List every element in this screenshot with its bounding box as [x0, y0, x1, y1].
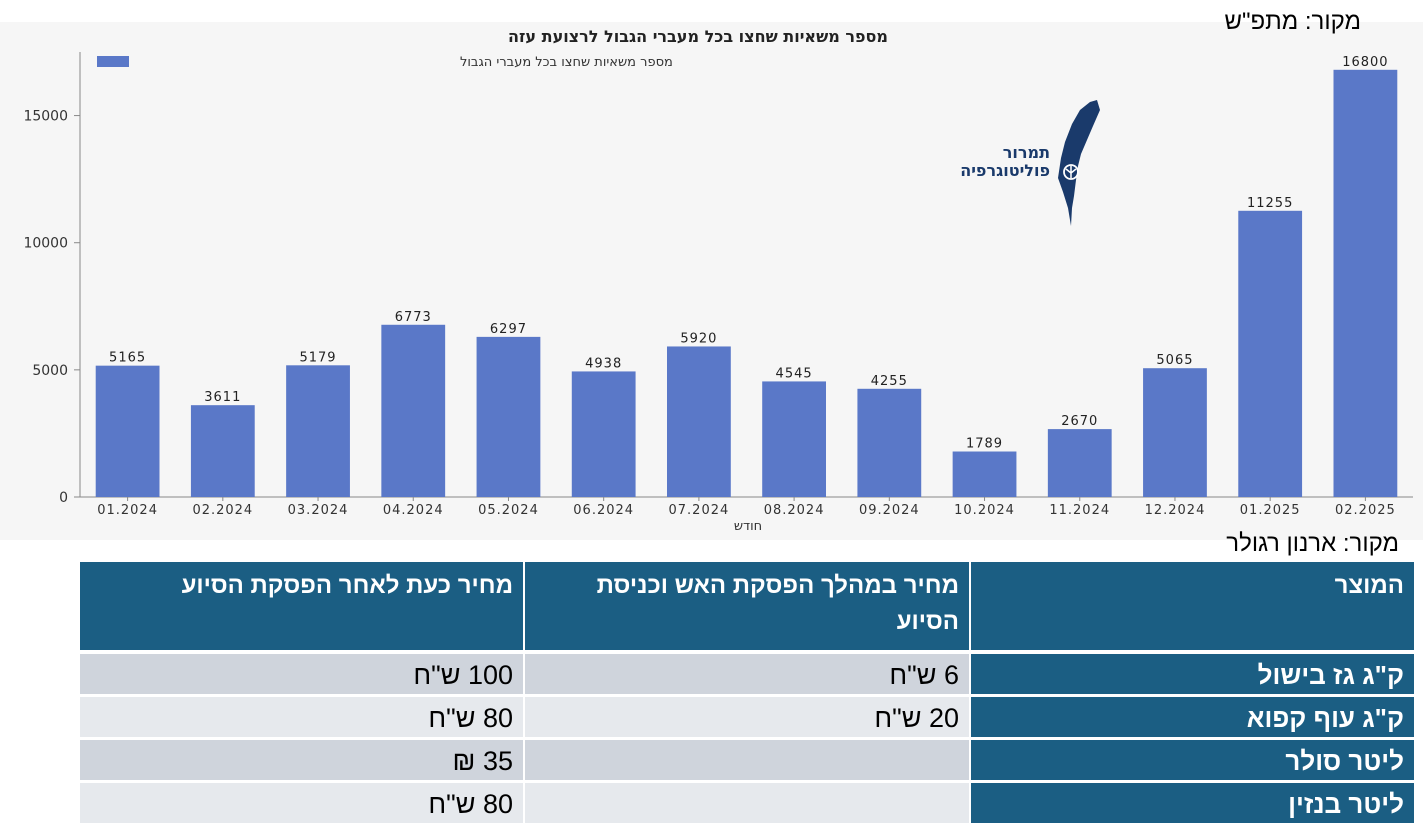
cell-price-during: [523, 783, 969, 826]
cell-price-now: 35 ₪: [78, 740, 523, 783]
bars: 5165 3611 5179 6773 6297 4938 5920 4545 4255 1789…: [95, 55, 1398, 498]
logo-text: תמרור פוליטוגרפיה: [960, 144, 1050, 180]
bar: [857, 388, 922, 497]
table-header-row: המוצר מחיר במהלך הפסקת האש וכניסת הסיוע …: [78, 562, 1414, 654]
bar: [1143, 368, 1207, 497]
header-price-during: מחיר במהלך הפסקת האש וכניסת הסיוע: [523, 562, 969, 654]
x-tick-label: 04.2024: [383, 503, 444, 518]
x-tick-label: 03.2024: [288, 503, 349, 518]
bar: [381, 324, 446, 497]
data-label: 11255: [1247, 196, 1293, 211]
bar: [190, 405, 255, 497]
cell-product: ליטר סולר: [969, 740, 1414, 783]
cell-price-now: 100 ש"ח: [78, 654, 523, 697]
x-tick-label: 12.2024: [1145, 503, 1206, 518]
bar: [1047, 429, 1112, 497]
data-label: 5065: [1156, 353, 1193, 368]
bar: [286, 365, 350, 497]
cell-price-during: 20 ש"ח: [523, 697, 969, 740]
bar: [666, 346, 731, 497]
data-label: 5179: [299, 350, 336, 365]
bar: [95, 365, 160, 497]
data-label: 3611: [204, 390, 241, 405]
logo-text-line2: פוליטוגרפיה: [960, 161, 1050, 180]
source-label-top: מקור: מתפ"ש: [1224, 8, 1361, 35]
legend: מספר משאיות שחצו בכל מעברי הגבול: [97, 55, 673, 70]
bar-chart: מספר משאיות שחצו בכל מעברי הגבול לרצועת …: [23, 27, 1413, 534]
cell-price-now: 80 ש"ח: [78, 697, 523, 740]
data-label: 5165: [109, 351, 146, 366]
logo-text-line1: תמרור: [1002, 143, 1050, 162]
bar: [762, 381, 827, 497]
axes: 0 5000 10000 15000 01.2024 02.2024 03.2024 04.2…: [23, 52, 1413, 518]
legend-label: מספר משאיות שחצו בכל מעברי הגבול: [460, 55, 673, 70]
cell-product: ק"ג גז בישול: [969, 654, 1414, 697]
data-label: 1789: [966, 437, 1003, 452]
x-tick-label: 06.2024: [573, 503, 634, 518]
legend-swatch: [97, 56, 129, 67]
table-row: ליטר בנזין 80 ש"ח: [78, 783, 1414, 826]
cell-price-during: [523, 740, 969, 783]
chart-title: מספר משאיות שחצו בכל מעברי הגבול לרצועת …: [508, 27, 888, 46]
data-label: 4255: [871, 374, 908, 389]
bar: [571, 371, 636, 497]
logo: תמרור פוליטוגרפיה: [950, 96, 1110, 236]
x-axis-label: חודש: [734, 519, 762, 534]
header-price-now: מחיר כעת לאחר הפסקת הסיוע: [78, 562, 523, 654]
bar: [1333, 69, 1398, 498]
x-tick-label: 01.2025: [1240, 503, 1301, 518]
israel-map-icon: [1058, 100, 1100, 226]
x-tick-label: 11.2024: [1049, 503, 1110, 518]
x-tick-label: 07.2024: [669, 503, 730, 518]
source-label-bottom: מקור: ארנון רגולר: [1226, 530, 1399, 557]
x-tick-label: 08.2024: [764, 503, 825, 518]
x-tick-label: 02.2025: [1335, 503, 1396, 518]
x-tick-label: 05.2024: [478, 503, 539, 518]
bar: [1238, 210, 1303, 497]
data-label: 4545: [776, 366, 813, 381]
data-label: 2670: [1061, 414, 1098, 429]
table-row: ק"ג גז בישול 6 ש"ח 100 ש"ח: [78, 654, 1414, 697]
y-tick-label: 15000: [23, 109, 68, 125]
cell-product: ליטר בנזין: [969, 783, 1414, 826]
y-tick-label: 10000: [23, 236, 68, 252]
data-label: 5920: [680, 331, 717, 346]
x-tick-label: 01.2024: [97, 503, 158, 518]
y-tick-label: 0: [59, 490, 68, 506]
x-tick-label: 10.2024: [954, 503, 1015, 518]
data-label: 6773: [395, 310, 432, 325]
bar: [476, 336, 541, 497]
cell-product: ק"ג עוף קפוא: [969, 697, 1414, 740]
data-label: 16800: [1342, 55, 1388, 70]
header-product: המוצר: [969, 562, 1414, 654]
table-row: ק"ג עוף קפוא 20 ש"ח 80 ש"ח: [78, 697, 1414, 740]
table-row: ליטר סולר 35 ₪: [78, 740, 1414, 783]
price-table: המוצר מחיר במהלך הפסקת האש וכניסת הסיוע …: [78, 562, 1414, 826]
x-tick-label: 02.2024: [192, 503, 253, 518]
data-label: 4938: [585, 356, 622, 371]
data-label: 6297: [490, 322, 527, 337]
cell-price-now: 80 ש"ח: [78, 783, 523, 826]
chart-panel: מספר משאיות שחצו בכל מעברי הגבול לרצועת …: [0, 22, 1423, 540]
x-tick-label: 09.2024: [859, 503, 920, 518]
y-tick-label: 5000: [32, 363, 68, 379]
bar: [952, 451, 1017, 497]
cell-price-during: 6 ש"ח: [523, 654, 969, 697]
